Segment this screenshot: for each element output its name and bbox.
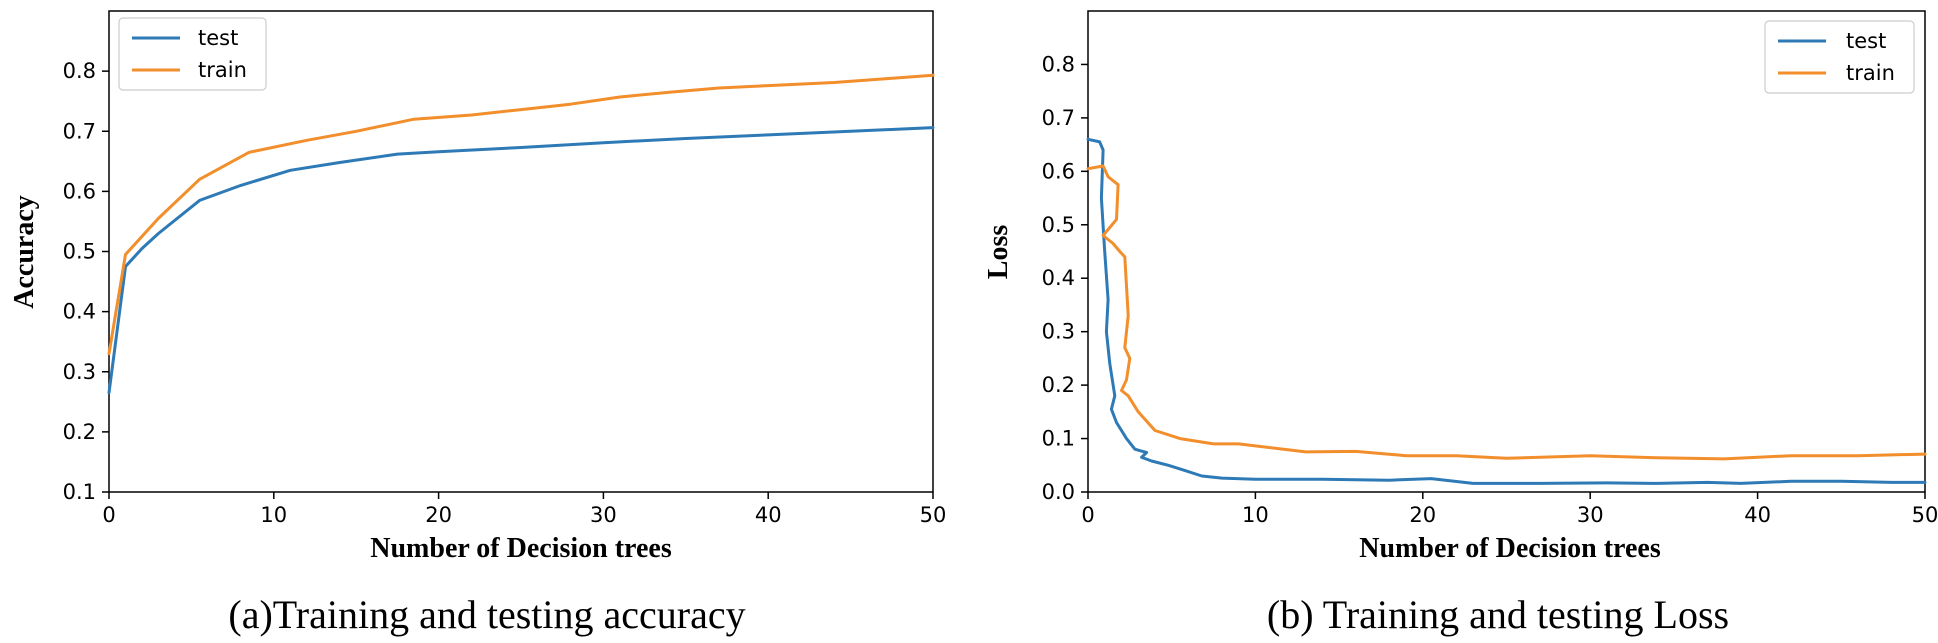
accuracy-test-series-line bbox=[107, 126, 935, 395]
loss-y-tick-label-7: 0.7 bbox=[1042, 106, 1075, 130]
loss-x-tick-label-1: 10 bbox=[1242, 503, 1269, 527]
loss-y-tick-label-5: 0.5 bbox=[1042, 213, 1075, 237]
loss-plot-frame bbox=[1087, 10, 1926, 493]
accuracy-y-tick-labels: 0.1 0.2 0.3 0.4 0.5 0.6 0.7 0.8 bbox=[63, 59, 96, 504]
accuracy-y-tick-label-6: 0.7 bbox=[63, 119, 96, 143]
loss-y-tick-label-6: 0.6 bbox=[1042, 159, 1075, 183]
loss-legend-test-label: test bbox=[1846, 29, 1886, 53]
accuracy-legend-box bbox=[118, 17, 267, 91]
loss-caption: (b) Training and testing Loss bbox=[1267, 592, 1729, 637]
accuracy-chart: 0 10 20 30 40 50 0.1 0.2 0.3 0.4 0.5 0.6 0.7 0.8 tes… bbox=[9, 10, 946, 637]
loss-legend-train-label: train bbox=[1846, 61, 1895, 85]
accuracy-y-tick-label-3: 0.4 bbox=[63, 300, 96, 324]
accuracy-y-tick-label-2: 0.3 bbox=[63, 360, 96, 384]
accuracy-lines bbox=[107, 73, 935, 395]
loss-x-tick-label-4: 40 bbox=[1744, 503, 1771, 527]
loss-legend-box bbox=[1764, 20, 1915, 94]
accuracy-y-axis-label: Accuracy bbox=[9, 195, 40, 309]
accuracy-x-tick-label-5: 50 bbox=[920, 503, 947, 527]
loss-y-tick-label-8: 0.8 bbox=[1042, 52, 1075, 76]
accuracy-x-axis-label: Number of Decision trees bbox=[370, 533, 672, 564]
accuracy-legend: test train bbox=[118, 17, 267, 91]
loss-y-tick-label-1: 0.1 bbox=[1042, 427, 1075, 451]
accuracy-x-tick-labels: 0 10 20 30 40 50 bbox=[102, 503, 946, 527]
accuracy-y-tick-label-4: 0.5 bbox=[63, 240, 96, 264]
accuracy-train-series-line bbox=[107, 73, 935, 356]
loss-test-series-line bbox=[1086, 137, 1927, 485]
accuracy-y-tick-label-7: 0.8 bbox=[63, 59, 96, 83]
loss-x-tick-labels: 0 10 20 30 40 50 bbox=[1081, 503, 1938, 527]
accuracy-legend-test-label: test bbox=[198, 26, 238, 50]
accuracy-y-tick-label-0: 0.1 bbox=[63, 480, 96, 504]
accuracy-y-tick-label-1: 0.2 bbox=[63, 420, 96, 444]
loss-y-tick-label-2: 0.2 bbox=[1042, 373, 1075, 397]
loss-lines bbox=[1086, 137, 1927, 485]
accuracy-x-tick-label-4: 40 bbox=[755, 503, 782, 527]
loss-y-tick-label-3: 0.3 bbox=[1042, 320, 1075, 344]
loss-legend: test train bbox=[1764, 20, 1915, 94]
loss-train-series-line bbox=[1086, 164, 1927, 461]
loss-y-tick-labels: 0.0 0.1 0.2 0.3 0.4 0.5 0.6 0.7 0.8 bbox=[1042, 52, 1075, 504]
accuracy-x-tick-label-3: 30 bbox=[590, 503, 617, 527]
loss-y-axis-label: Loss bbox=[983, 225, 1014, 280]
loss-y-tick-label-4: 0.4 bbox=[1042, 266, 1075, 290]
loss-y-tick-label-0: 0.0 bbox=[1042, 480, 1075, 504]
loss-x-tick-label-0: 0 bbox=[1081, 503, 1094, 527]
accuracy-x-tick-label-2: 20 bbox=[425, 503, 452, 527]
accuracy-caption: (a)Training and testing accuracy bbox=[228, 592, 745, 637]
accuracy-x-tick-label-0: 0 bbox=[102, 503, 115, 527]
loss-chart: 0 10 20 30 40 50 0.00.10.20.30.40.50.60.70.8 … bbox=[983, 10, 1938, 637]
loss-x-axis-label: Number of Decision trees bbox=[1359, 533, 1661, 564]
accuracy-y-tick-label-5: 0.6 bbox=[63, 179, 96, 203]
loss-x-tick-label-3: 30 bbox=[1577, 503, 1604, 527]
accuracy-tick-marks bbox=[102, 70, 934, 499]
accuracy-legend-train-label: train bbox=[198, 58, 247, 82]
loss-x-tick-label-5: 50 bbox=[1912, 503, 1938, 527]
loss-tick-marks bbox=[1081, 63, 1926, 499]
accuracy-x-tick-label-1: 10 bbox=[260, 503, 287, 527]
loss-x-tick-label-2: 20 bbox=[1409, 503, 1436, 527]
